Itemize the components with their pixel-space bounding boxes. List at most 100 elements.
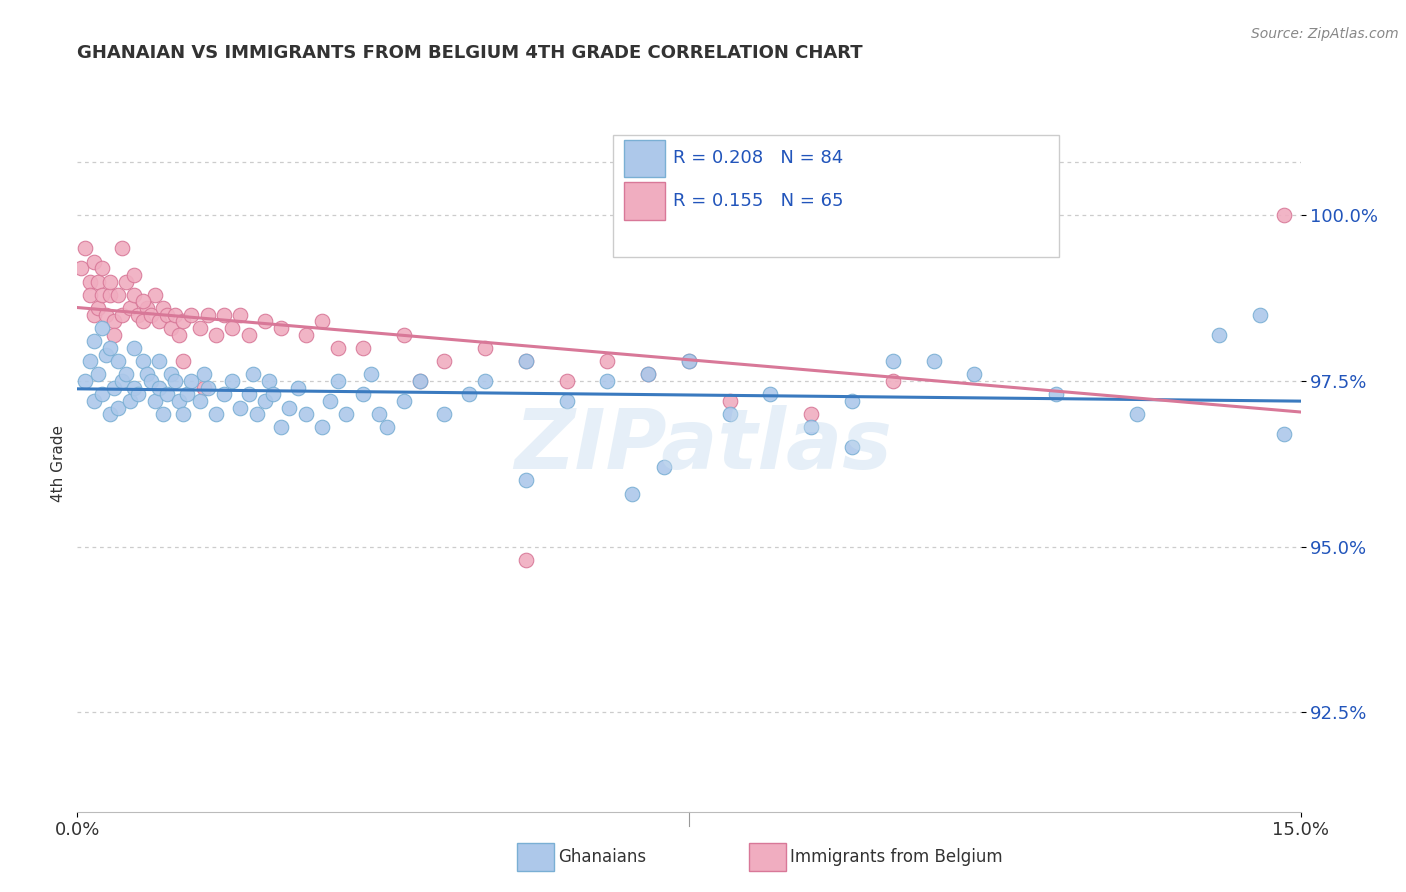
Point [515, 474, 537, 488]
Point [637, 368, 659, 382]
Point [169, 393, 191, 408]
Point [555, 393, 578, 408]
Point [759, 387, 782, 401]
Point [257, 374, 280, 388]
Text: Source: ZipAtlas.com: Source: ZipAtlas.com [1251, 27, 1399, 41]
Point [75, 242, 97, 256]
Point [221, 321, 243, 335]
Point [188, 321, 211, 335]
Point [1249, 308, 1271, 322]
Point [515, 354, 537, 368]
Point [335, 407, 357, 421]
Point [654, 460, 676, 475]
Point [98, 288, 121, 302]
Point [127, 308, 149, 322]
Point [124, 288, 146, 302]
Point [87, 275, 110, 289]
Point [139, 374, 162, 388]
Point [75, 374, 97, 388]
Point [111, 242, 134, 256]
Point [718, 393, 741, 408]
Point [87, 301, 110, 315]
Point [156, 387, 179, 401]
Point [311, 420, 333, 434]
Point [246, 407, 269, 421]
Point [83, 254, 105, 268]
Point [188, 393, 211, 408]
Point [596, 354, 619, 368]
Point [124, 268, 146, 282]
Point [180, 308, 202, 322]
Point [131, 294, 153, 309]
Point [212, 387, 235, 401]
Point [131, 314, 153, 328]
Point [127, 387, 149, 401]
Point [457, 387, 479, 401]
Point [221, 374, 243, 388]
Point [148, 354, 170, 368]
Point [262, 387, 284, 401]
Point [1045, 387, 1067, 401]
Point [172, 314, 194, 328]
Point [87, 368, 110, 382]
Point [238, 387, 260, 401]
Point [90, 321, 112, 335]
Point [375, 420, 398, 434]
Point [98, 407, 121, 421]
Point [135, 301, 157, 315]
Point [882, 354, 904, 368]
Point [165, 374, 187, 388]
Point [70, 261, 93, 276]
Point [160, 368, 183, 382]
Point [79, 288, 101, 302]
Point [172, 354, 194, 368]
Point [392, 327, 415, 342]
Text: Ghanaians: Ghanaians [558, 848, 647, 866]
Point [270, 321, 292, 335]
Point [1208, 327, 1230, 342]
Point [160, 321, 183, 335]
Text: Immigrants from Belgium: Immigrants from Belgium [790, 848, 1002, 866]
Point [205, 327, 228, 342]
Point [148, 381, 170, 395]
Point [107, 354, 129, 368]
Point [1272, 208, 1295, 222]
Point [287, 381, 309, 395]
Point [143, 393, 166, 408]
Point [841, 440, 863, 454]
Point [1272, 427, 1295, 442]
Point [94, 347, 117, 361]
Point [328, 374, 350, 388]
Point [94, 308, 117, 322]
Point [103, 314, 125, 328]
Point [83, 393, 105, 408]
Point [242, 368, 264, 382]
Point [718, 407, 741, 421]
Point [800, 407, 823, 421]
Point [111, 308, 134, 322]
Point [474, 341, 496, 355]
Point [193, 368, 215, 382]
Point [152, 301, 174, 315]
Point [172, 407, 194, 421]
Text: GHANAIAN VS IMMIGRANTS FROM BELGIUM 4TH GRADE CORRELATION CHART: GHANAIAN VS IMMIGRANTS FROM BELGIUM 4TH … [77, 45, 863, 62]
Point [253, 314, 276, 328]
Point [392, 393, 415, 408]
Point [103, 327, 125, 342]
Point [90, 261, 112, 276]
Point [103, 381, 125, 395]
Point [120, 301, 142, 315]
Point [115, 368, 138, 382]
Point [169, 327, 191, 342]
Point [152, 407, 174, 421]
Point [328, 341, 350, 355]
Point [98, 341, 121, 355]
Point [294, 327, 316, 342]
Point [474, 374, 496, 388]
Point [637, 368, 659, 382]
Point [620, 486, 643, 500]
Point [229, 308, 252, 322]
Point [253, 393, 276, 408]
Point [111, 374, 134, 388]
Point [319, 393, 342, 408]
